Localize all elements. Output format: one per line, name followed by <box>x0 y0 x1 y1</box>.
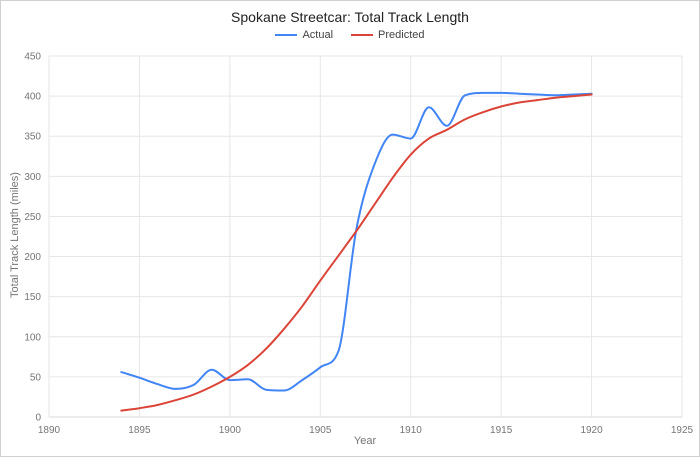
legend-item-predicted: Predicted <box>351 29 425 41</box>
x-tick-label: 1920 <box>580 425 603 436</box>
y-tick-label: 250 <box>24 212 41 223</box>
chart-title: Spokane Streetcar: Total Track Length <box>231 9 469 25</box>
y-axis-title: Total Track Length (miles) <box>9 172 21 298</box>
x-tick-label: 1890 <box>38 425 61 436</box>
legend-swatch-predicted-icon <box>351 34 374 36</box>
x-axis-title: Year <box>353 435 377 447</box>
x-tick-label: 1910 <box>400 425 423 436</box>
legend-label-actual: Actual <box>302 29 334 41</box>
x-tick-label: 1915 <box>490 425 513 436</box>
x-tick-label: 1925 <box>671 425 694 436</box>
y-tick-label: 150 <box>24 292 41 303</box>
series-line-predicted <box>120 93 593 412</box>
y-tick-label: 400 <box>24 92 41 103</box>
y-tick-label: 50 <box>30 372 42 383</box>
y-tick-label: 100 <box>24 332 41 343</box>
legend: Actual Predicted <box>1 29 699 41</box>
y-tick-label: 200 <box>24 252 41 263</box>
y-tick-label: 350 <box>24 132 41 143</box>
y-tick-label: 450 <box>24 52 41 63</box>
x-tick-label: 1905 <box>309 425 332 436</box>
y-tick-label: 300 <box>24 172 41 183</box>
legend-label-predicted: Predicted <box>378 29 425 41</box>
x-tick-label: 1900 <box>219 425 242 436</box>
y-tick-label: 0 <box>35 413 41 424</box>
x-tick-label: 1895 <box>128 425 151 436</box>
series-line-actual <box>120 91 593 392</box>
legend-item-actual: Actual <box>275 29 333 41</box>
legend-swatch-actual-icon <box>275 34 298 36</box>
